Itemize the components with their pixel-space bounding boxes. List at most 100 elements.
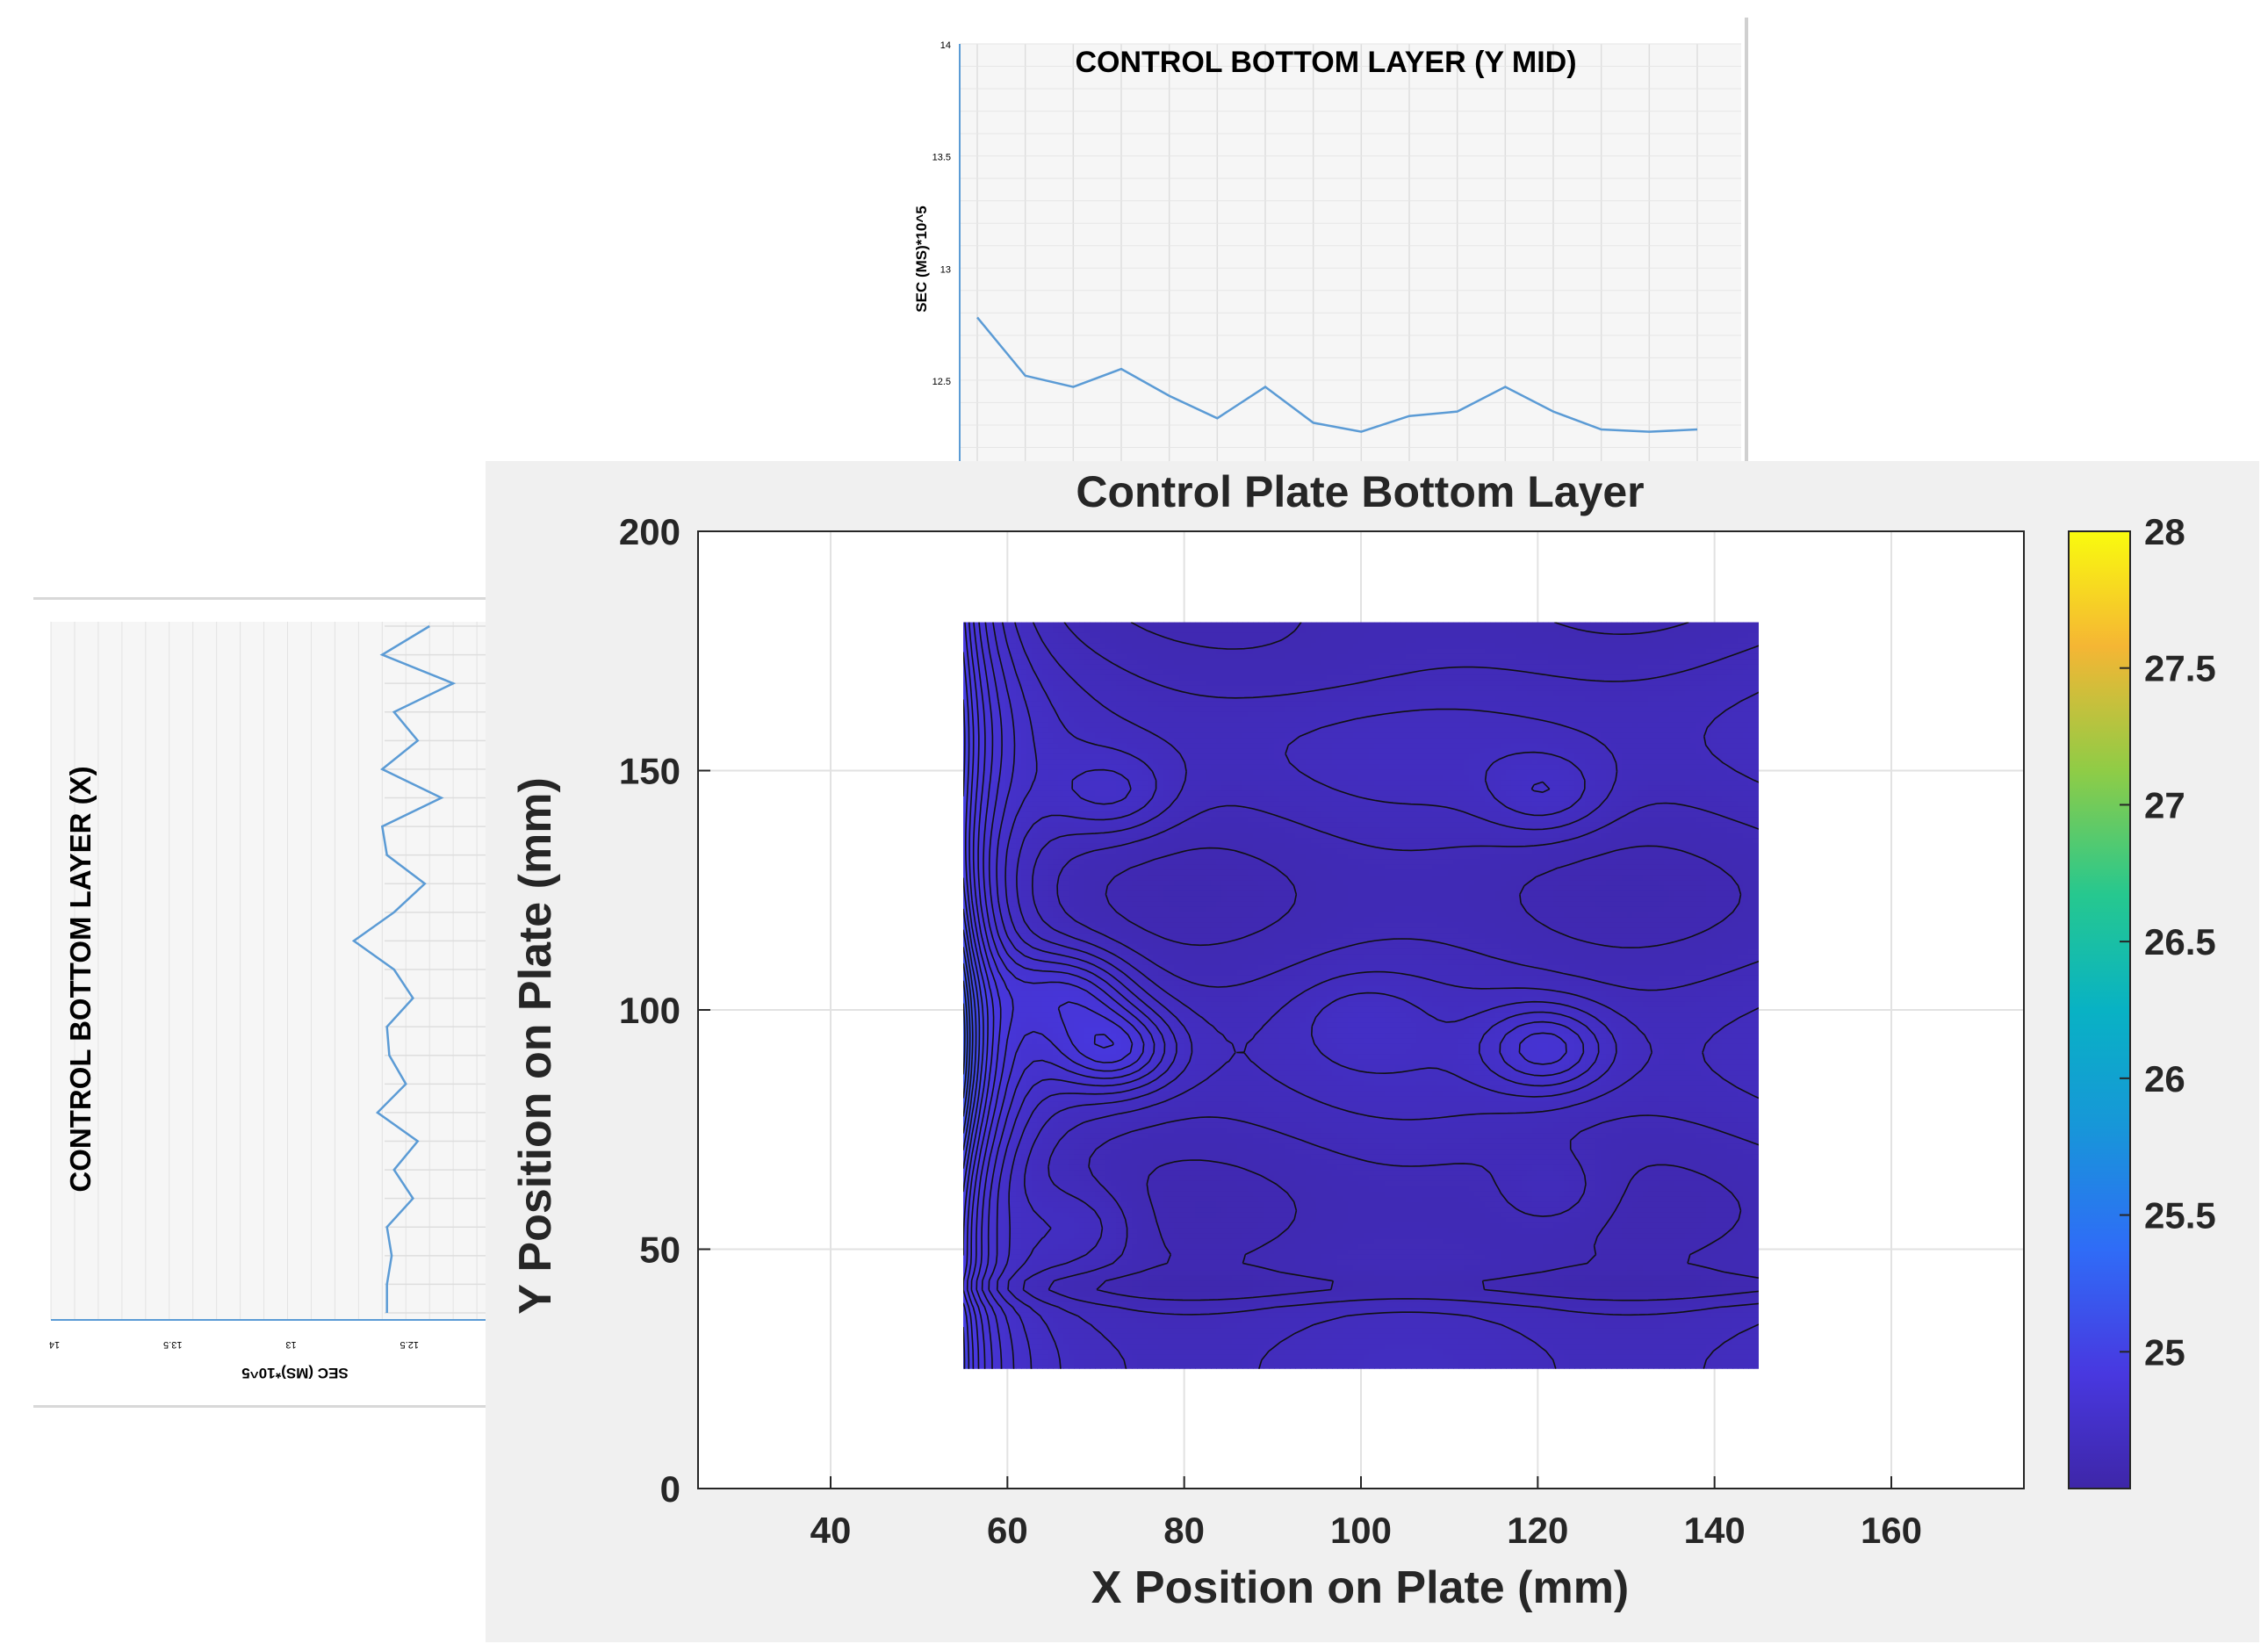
contour-cell: [1169, 648, 1175, 655]
contour-cell: [1437, 632, 1444, 639]
contour-cell: [1369, 706, 1375, 713]
contour-cell: [1227, 632, 1233, 639]
contour-cell: [1300, 627, 1307, 634]
contour-cell: [1105, 775, 1112, 782]
contour-cell: [1184, 648, 1191, 655]
contour-cell: [1706, 659, 1712, 666]
contour-cell: [1701, 759, 1707, 766]
contour-cell: [1116, 701, 1122, 708]
contour-cell: [1311, 669, 1317, 676]
contour-cell: [1548, 653, 1554, 660]
contour-cell: [1653, 748, 1660, 755]
contour-cell: [1501, 785, 1507, 792]
contour-cell: [1385, 769, 1391, 776]
contour-cell: [1574, 753, 1580, 761]
contour-cell: [1105, 622, 1112, 629]
contour-cell: [1569, 711, 1575, 718]
contour-cell: [1000, 722, 1006, 729]
contour-cell: [1543, 669, 1549, 676]
contour-cell: [1732, 727, 1739, 734]
contour-cell: [1485, 653, 1491, 660]
contour-cell: [1453, 653, 1459, 660]
contour-cell: [1274, 643, 1280, 650]
contour-cell: [1537, 680, 1544, 687]
contour-cell: [1242, 727, 1249, 734]
contour-cell: [1659, 780, 1665, 787]
contour-cell: [1674, 653, 1681, 660]
contour-cell: [1332, 748, 1338, 755]
contour-cell: [1311, 738, 1317, 745]
contour-cell: [1527, 759, 1533, 766]
contour-cell: [1437, 701, 1444, 708]
contour-cell: [1532, 690, 1538, 697]
contour-cell: [1290, 727, 1296, 734]
contour-cell: [1748, 659, 1754, 666]
contour-cell: [1622, 717, 1628, 724]
contour-cell: [1674, 674, 1681, 681]
contour-cell: [1464, 743, 1470, 750]
contour-cell: [1616, 780, 1623, 787]
contour-cell: [1627, 780, 1633, 787]
contour-cell: [1306, 727, 1312, 734]
contour-cell: [1685, 780, 1691, 787]
contour-cell: [1227, 680, 1233, 687]
contour-cell: [1116, 743, 1122, 750]
contour-cell: [1701, 638, 1707, 645]
contour-cell: [1332, 659, 1338, 666]
contour-cell: [1364, 738, 1370, 745]
contour-cell: [1548, 638, 1554, 645]
contour-cell: [1400, 753, 1407, 761]
contour-cell: [1411, 748, 1417, 755]
contour-cell: [1564, 764, 1570, 771]
contour-cell: [1000, 632, 1006, 639]
contour-cell: [995, 759, 1001, 766]
contour-cell: [1696, 753, 1702, 761]
contour-cell: [1585, 738, 1591, 745]
contour-cell: [1053, 790, 1059, 797]
contour-cell: [1169, 753, 1175, 761]
contour-cell: [1406, 701, 1412, 708]
contour-cell: [1011, 732, 1017, 739]
contour-cell: [1690, 732, 1696, 739]
contour-cell: [1548, 706, 1554, 713]
contour-cell: [1174, 653, 1180, 660]
contour-cell: [1258, 648, 1264, 655]
contour-cell: [1622, 669, 1628, 676]
contour-cell: [1179, 622, 1185, 629]
contour-cell: [1316, 775, 1322, 782]
contour-cell: [1490, 706, 1496, 713]
contour-cell: [1753, 627, 1759, 634]
contour-cell: [1674, 780, 1681, 787]
contour-cell: [1727, 627, 1733, 634]
contour-cell: [1400, 743, 1407, 750]
contour-cell: [1385, 775, 1391, 782]
contour-cell: [1685, 690, 1691, 697]
contour-cell: [1179, 690, 1185, 697]
contour-cell: [1269, 748, 1275, 755]
contour-cell: [1127, 685, 1133, 692]
contour-cell: [1501, 711, 1507, 718]
contour-cell: [1327, 690, 1333, 697]
contour-cell: [1063, 664, 1069, 671]
contour-cell: [1169, 680, 1175, 687]
contour-cell: [1216, 674, 1222, 681]
contour-cell: [1480, 653, 1486, 660]
contour-cell: [1374, 769, 1380, 776]
contour-cell: [1206, 627, 1212, 634]
contour-cell: [1348, 627, 1354, 634]
contour-cell: [1595, 643, 1602, 650]
contour-cell: [1590, 722, 1596, 729]
contour-cell: [1717, 769, 1723, 776]
contour-cell: [1532, 722, 1538, 729]
contour-cell: [968, 706, 975, 713]
contour-cell: [1053, 769, 1059, 776]
contour-cell: [1179, 680, 1185, 687]
contour-cell: [1285, 701, 1291, 708]
contour-cell: [1274, 674, 1280, 681]
contour-cell: [1011, 738, 1017, 745]
contour-cell: [1158, 653, 1164, 660]
contour-cell: [1206, 722, 1212, 729]
contour-cell: [1606, 659, 1612, 666]
contour-cell: [1142, 690, 1148, 697]
contour-cell: [1211, 706, 1217, 713]
